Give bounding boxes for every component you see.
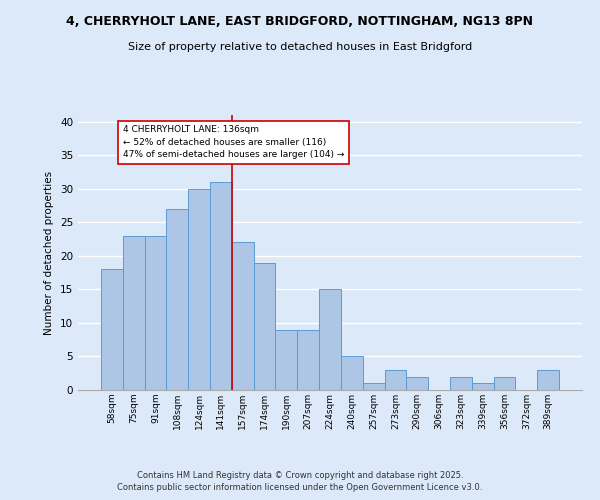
Bar [232, 242, 254, 390]
Bar [101, 270, 123, 390]
Text: Size of property relative to detached houses in East Bridgford: Size of property relative to detached ho… [128, 42, 472, 52]
Bar [123, 236, 145, 390]
Bar [188, 189, 210, 390]
Bar [275, 330, 297, 390]
Text: Contains HM Land Registry data © Crown copyright and database right 2025.
Contai: Contains HM Land Registry data © Crown c… [118, 471, 482, 492]
Bar [450, 376, 472, 390]
Bar [210, 182, 232, 390]
Bar [297, 330, 319, 390]
Bar [537, 370, 559, 390]
Bar [254, 262, 275, 390]
Bar [341, 356, 363, 390]
Y-axis label: Number of detached properties: Number of detached properties [44, 170, 55, 334]
Bar [145, 236, 166, 390]
Bar [472, 384, 494, 390]
Text: 4, CHERRYHOLT LANE, EAST BRIDGFORD, NOTTINGHAM, NG13 8PN: 4, CHERRYHOLT LANE, EAST BRIDGFORD, NOTT… [67, 15, 533, 28]
Bar [166, 209, 188, 390]
Text: 4 CHERRYHOLT LANE: 136sqm
← 52% of detached houses are smaller (116)
47% of semi: 4 CHERRYHOLT LANE: 136sqm ← 52% of detac… [123, 125, 344, 159]
Bar [385, 370, 406, 390]
Bar [406, 376, 428, 390]
Bar [494, 376, 515, 390]
Bar [319, 290, 341, 390]
Bar [363, 384, 385, 390]
